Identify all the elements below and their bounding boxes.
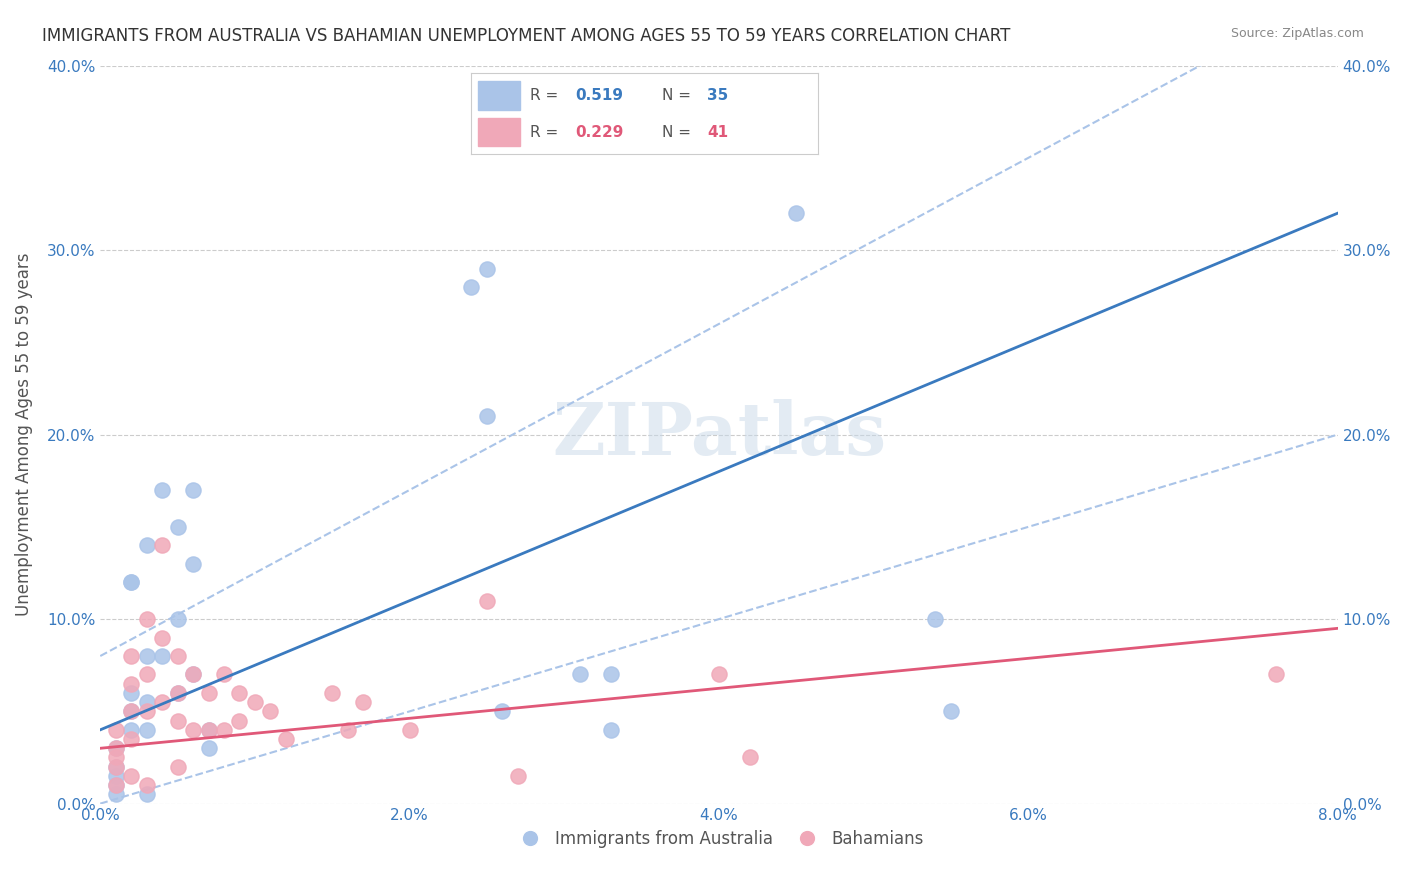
Y-axis label: Unemployment Among Ages 55 to 59 years: Unemployment Among Ages 55 to 59 years [15, 252, 32, 616]
Point [243, 695, 266, 709]
Point [135, 723, 157, 737]
Point [197, 723, 219, 737]
Point [568, 667, 591, 681]
Point [104, 750, 127, 764]
Point [104, 723, 127, 737]
Point [924, 612, 946, 626]
Point [120, 732, 142, 747]
Point [135, 695, 157, 709]
Point [150, 695, 173, 709]
Point [181, 723, 204, 737]
Text: Source: ZipAtlas.com: Source: ZipAtlas.com [1230, 27, 1364, 40]
Point [120, 575, 142, 590]
Point [274, 732, 297, 747]
Point [104, 760, 127, 774]
Point [150, 648, 173, 663]
Point [135, 788, 157, 802]
Text: IMMIGRANTS FROM AUSTRALIA VS BAHAMIAN UNEMPLOYMENT AMONG AGES 55 TO 59 YEARS COR: IMMIGRANTS FROM AUSTRALIA VS BAHAMIAN UN… [42, 27, 1011, 45]
Point [150, 631, 173, 645]
Point [150, 538, 173, 552]
Point [506, 769, 529, 783]
Point [120, 705, 142, 719]
Point [475, 593, 498, 607]
Point [336, 723, 359, 737]
Point [166, 714, 188, 728]
Point [460, 280, 482, 294]
Point [120, 705, 142, 719]
Point [135, 705, 157, 719]
Point [150, 483, 173, 497]
Point [398, 723, 420, 737]
Point [197, 741, 219, 756]
Point [166, 648, 188, 663]
Point [166, 686, 188, 700]
Point [259, 705, 281, 719]
Point [166, 612, 188, 626]
Text: ZIPatlas: ZIPatlas [553, 399, 886, 470]
Point [120, 686, 142, 700]
Point [135, 538, 157, 552]
Point [197, 686, 219, 700]
Point [738, 750, 761, 764]
Point [785, 206, 807, 220]
Legend: Immigrants from Australia, Bahamians: Immigrants from Australia, Bahamians [508, 823, 931, 855]
Point [491, 705, 513, 719]
Point [135, 648, 157, 663]
Point [228, 686, 250, 700]
Point [104, 741, 127, 756]
Point [212, 667, 235, 681]
Point [120, 676, 142, 690]
Point [181, 667, 204, 681]
Point [228, 714, 250, 728]
Point [104, 778, 127, 792]
Point [166, 686, 188, 700]
Point [475, 261, 498, 276]
Point [104, 778, 127, 792]
Point [166, 520, 188, 534]
Point [321, 686, 343, 700]
Point [707, 667, 730, 681]
Point [352, 695, 374, 709]
Point [939, 705, 962, 719]
Point [135, 667, 157, 681]
Point [599, 667, 621, 681]
Point [166, 760, 188, 774]
Point [104, 760, 127, 774]
Point [1264, 667, 1286, 681]
Point [104, 741, 127, 756]
Point [475, 409, 498, 424]
Point [120, 575, 142, 590]
Point [120, 648, 142, 663]
Point [197, 723, 219, 737]
Point [120, 769, 142, 783]
Point [135, 612, 157, 626]
Point [181, 667, 204, 681]
Point [104, 788, 127, 802]
Point [135, 778, 157, 792]
Point [599, 723, 621, 737]
Point [104, 769, 127, 783]
Point [212, 723, 235, 737]
Point [120, 723, 142, 737]
Point [181, 483, 204, 497]
Point [181, 557, 204, 571]
